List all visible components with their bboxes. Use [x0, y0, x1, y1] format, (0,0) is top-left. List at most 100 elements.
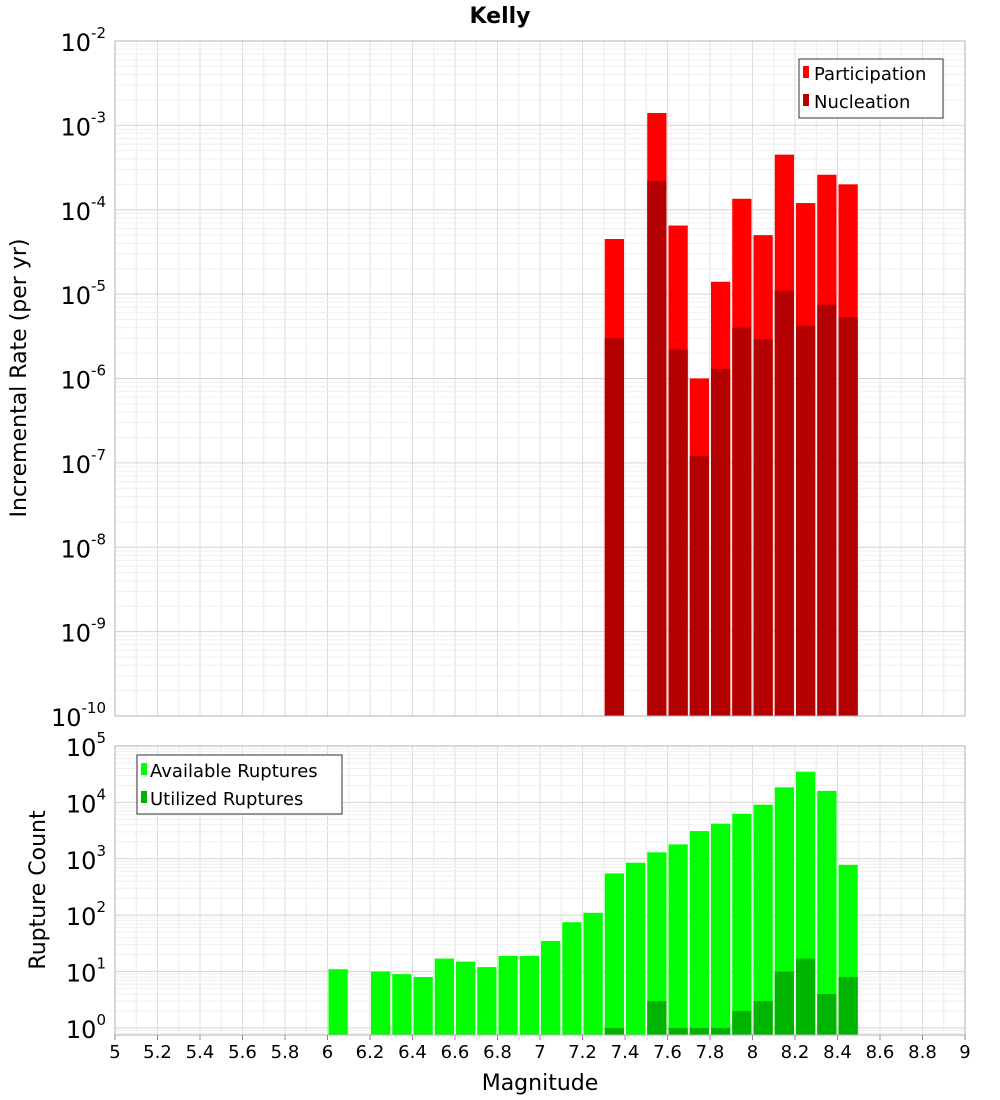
- available-ruptures-bar: [519, 955, 539, 1035]
- count-y-tick-label: 100: [66, 1011, 106, 1044]
- x-tick-label: 9: [959, 1042, 970, 1063]
- rate-y-tick-exponent: -7: [91, 446, 106, 464]
- rate-legend-box: [798, 58, 944, 119]
- rate-plot-grid: [114, 40, 966, 717]
- count-plot-legend: Available Ruptures Utilized Ruptures: [136, 754, 343, 815]
- x-tick-label: 8.8: [908, 1042, 937, 1063]
- available-ruptures-bar: [711, 823, 731, 1035]
- rate-y-tick-label: 10-9: [60, 615, 106, 648]
- utilized-ruptures-bar: [753, 1001, 773, 1035]
- rate-plot-bars: [604, 113, 858, 717]
- rate-plot-frame: [114, 40, 966, 717]
- utilized-legend-swatch: [141, 791, 147, 803]
- count-y-tick-base: 10: [66, 790, 97, 818]
- available-legend-swatch: [141, 763, 147, 775]
- available-ruptures-bar: [753, 804, 773, 1035]
- rate-y-tick-exponent: -6: [91, 362, 106, 380]
- count-y-tick-label: 101: [66, 955, 106, 988]
- x-tick-label: 7.2: [568, 1042, 597, 1063]
- rate-y-tick-label: 10-10: [51, 699, 106, 732]
- count-y-tick-base: 10: [66, 1016, 97, 1044]
- x-axis-title: Magnitude: [482, 1071, 599, 1096]
- x-tick-label: 6.6: [441, 1042, 470, 1063]
- count-y-tick-base: 10: [66, 734, 97, 762]
- available-ruptures-bar: [732, 813, 752, 1035]
- rate-y-tick-label: 10-5: [60, 277, 106, 310]
- available-legend-label: Available Ruptures: [150, 761, 318, 782]
- count-y-tick-base: 10: [66, 847, 97, 875]
- available-ruptures-bar: [328, 969, 348, 1035]
- participation-legend-label: Participation: [814, 64, 926, 85]
- rate-y-tick-base: 10: [60, 451, 91, 479]
- rate-y-tick-exponent: -10: [82, 699, 107, 717]
- rate-plot-legend: Participation Nucleation: [798, 58, 944, 119]
- available-ruptures-bar: [562, 922, 582, 1035]
- nucleation-bar: [732, 327, 752, 716]
- count-y-tick-label: 104: [66, 785, 106, 818]
- nucleation-legend-swatch: [803, 94, 809, 106]
- count-y-tick-label: 103: [66, 842, 106, 875]
- available-ruptures-bar: [583, 912, 603, 1035]
- count-y-tick-base: 10: [66, 903, 97, 931]
- utilized-legend-label: Utilized Ruptures: [150, 789, 303, 810]
- utilized-ruptures-bar: [838, 977, 858, 1035]
- available-ruptures-bar: [456, 961, 476, 1035]
- nucleation-bar: [668, 349, 688, 716]
- rate-y-tick-exponent: -8: [91, 530, 106, 548]
- available-ruptures-bar: [498, 955, 518, 1035]
- utilized-ruptures-bar: [817, 994, 837, 1035]
- nucleation-bar: [774, 290, 794, 716]
- available-ruptures-bar: [371, 971, 391, 1035]
- utilized-ruptures-bar: [668, 1027, 688, 1035]
- rate-y-tick-exponent: -5: [91, 277, 106, 295]
- rate-plot-y-axis-title: Incremental Rate (per yr): [7, 239, 32, 518]
- x-tick-label: 6: [322, 1042, 333, 1063]
- nucleation-legend-label: Nucleation: [814, 92, 910, 113]
- rate-y-tick-base: 10: [60, 620, 91, 648]
- rate-y-tick-exponent: -9: [91, 615, 106, 633]
- available-ruptures-bar: [477, 967, 497, 1035]
- nucleation-bar: [689, 456, 709, 716]
- x-tick-label: 5.8: [271, 1042, 300, 1063]
- nucleation-bar: [796, 325, 816, 716]
- count-y-tick-exponent: 3: [96, 842, 106, 860]
- available-ruptures-bar: [817, 790, 837, 1035]
- x-tick-label: 8: [747, 1042, 758, 1063]
- x-tick-label: 6.4: [398, 1042, 427, 1063]
- count-plot-x-ticks: 5 5.2 5.4 5.6 5.8 6 6.2 6.4 6.6 6.8 7 7.2 7.4 7.6 7.8 8…: [109, 1035, 971, 1063]
- rate-y-tick-label: 10-8: [60, 530, 106, 563]
- available-ruptures-bar: [647, 852, 667, 1035]
- participation-legend-swatch: [803, 66, 809, 78]
- rate-y-tick-label: 10-3: [60, 108, 106, 141]
- rate-y-tick-label: 10-4: [60, 193, 106, 226]
- rate-y-tick-exponent: -2: [91, 24, 106, 42]
- available-ruptures-bar: [434, 958, 454, 1035]
- rate-y-tick-exponent: -4: [91, 193, 106, 211]
- x-tick-label: 7.4: [611, 1042, 640, 1063]
- x-tick-label: 7.6: [653, 1042, 682, 1063]
- x-tick-label: 8.6: [866, 1042, 895, 1063]
- rate-y-tick-base: 10: [60, 29, 91, 57]
- count-legend-box: [136, 754, 343, 815]
- rate-y-tick-base: 10: [60, 535, 91, 563]
- rate-y-tick-base: 10: [51, 704, 82, 732]
- count-y-tick-exponent: 0: [96, 1011, 106, 1029]
- x-tick-label: 5.6: [228, 1042, 257, 1063]
- count-y-tick-base: 10: [66, 960, 97, 988]
- rate-y-tick-base: 10: [60, 282, 91, 310]
- utilized-ruptures-bar: [711, 1027, 731, 1035]
- rate-y-tick-exponent: -3: [91, 108, 106, 126]
- available-ruptures-bar: [668, 844, 688, 1035]
- x-tick-label: 8.4: [823, 1042, 852, 1063]
- nucleation-bar: [838, 317, 858, 716]
- utilized-ruptures-bar: [796, 958, 816, 1035]
- utilized-ruptures-bar: [732, 1010, 752, 1035]
- x-tick-label: 5.2: [143, 1042, 172, 1063]
- available-ruptures-bar: [413, 977, 433, 1035]
- nucleation-bar: [604, 338, 624, 716]
- utilized-ruptures-bar: [774, 971, 794, 1035]
- count-plot-bars: [328, 771, 858, 1035]
